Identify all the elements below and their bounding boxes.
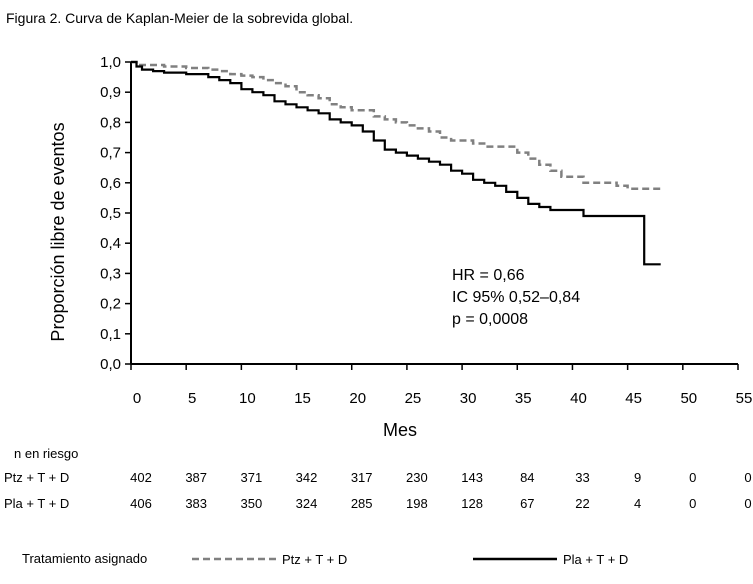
risk-cell: 402 [130, 470, 152, 485]
risk-cell: 0 [744, 496, 752, 511]
y-tick-label: 0,9 [100, 84, 121, 101]
y-tick-label: 0,1 [100, 326, 121, 343]
y-tick-label: 0,3 [100, 265, 121, 282]
risk-cell: 406 [130, 496, 152, 511]
risk-cell: 84 [520, 470, 535, 485]
x-tick-label: 55 [736, 390, 753, 407]
x-tick-label: 30 [460, 390, 477, 407]
x-tick-label: 40 [570, 390, 587, 407]
y-tick-label: 0,7 [100, 145, 121, 162]
risk-row: Pla + T + D 406 383 350 324 285 198 128 67 22 4 0 0 [0, 496, 753, 514]
figure-title: Figura 2. Curva de Kaplan-Meier de la so… [6, 10, 354, 26]
risk-cell: 371 [240, 470, 263, 485]
x-tick-label: 35 [515, 390, 532, 407]
legend-title: Tratamiento asignado [22, 551, 148, 566]
legend: Tratamiento asignado Ptz + T + D Pla + T… [0, 548, 753, 572]
y-tick-label: 0,4 [100, 235, 121, 252]
risk-cell: 0 [689, 496, 697, 511]
series-line-ptz [131, 60, 661, 191]
legend-label-ptz: Ptz + T + D [282, 551, 348, 567]
legend-item-ptz: Ptz + T + D [192, 548, 347, 570]
x-tick-label: 0 [133, 390, 141, 407]
risk-row: Ptz + T + D 402 387 371 342 317 230 143 84 33 9 0 0 [0, 470, 753, 488]
legend-item-pla: Pla + T + D [473, 548, 628, 570]
risk-cell: 342 [295, 470, 318, 485]
risk-row-label: Ptz + T + D [4, 470, 70, 485]
y-tick-label: 0,2 [100, 296, 121, 313]
risk-cell: 4 [633, 496, 642, 511]
x-tick-label: 20 [349, 390, 366, 407]
x-tick-label: 25 [405, 390, 422, 407]
y-axis-title: Proporción libre de eventos [48, 122, 68, 341]
risk-cell: 22 [575, 496, 590, 511]
x-tick-label: 45 [625, 390, 642, 407]
risk-cell: 230 [406, 470, 428, 485]
risk-cell: 143 [461, 470, 483, 485]
x-tick-label: 50 [680, 390, 697, 407]
risk-row-label: Pla + T + D [4, 496, 70, 511]
series-line-pla [131, 60, 661, 266]
y-tick-label: 1,0 [100, 54, 121, 71]
x-tick-label: 15 [294, 390, 311, 407]
risk-table-header: n en riesgo [14, 446, 79, 461]
risk-cell: 33 [575, 470, 590, 485]
risk-cell: 198 [406, 496, 428, 511]
chart-series [131, 60, 661, 266]
y-tick-label: 0,8 [100, 114, 121, 131]
risk-cell: 285 [350, 496, 373, 511]
km-chart: 0,0 0,1 0,2 0,3 0,4 0,5 0,6 0,7 0,8 0,9 1,0 0 5 10 15 2… [48, 54, 752, 440]
risk-cell: 128 [461, 496, 483, 511]
risk-cell: 9 [633, 470, 642, 485]
risk-cell: 0 [689, 470, 697, 485]
y-tick-label: 0,6 [100, 175, 121, 192]
risk-cell: 387 [185, 470, 208, 485]
risk-cell: 324 [295, 496, 318, 511]
legend-label-pla: Pla + T + D [563, 551, 629, 567]
hazard-ratio-text: HR = 0,66 [452, 267, 525, 284]
confidence-interval-text: IC 95% 0,52–0,84 [452, 289, 580, 306]
y-tick-label: 0,0 [100, 356, 121, 373]
x-axis-title: Mes [383, 420, 417, 440]
risk-cell: 0 [744, 470, 752, 485]
risk-cell: 383 [185, 496, 208, 511]
legend-swatch-solid [473, 557, 557, 561]
chart-axes: 0,0 0,1 0,2 0,3 0,4 0,5 0,6 0,7 0,8 0,9 1,0 0 5 10 15 2… [100, 54, 752, 407]
risk-cell: 317 [350, 470, 373, 485]
x-tick-label: 10 [239, 390, 256, 407]
legend-swatch-dashed [192, 557, 276, 561]
y-tick-label: 0,5 [100, 205, 121, 222]
p-value-text: p = 0,0008 [452, 311, 528, 328]
risk-cell: 67 [520, 496, 535, 511]
risk-cell: 350 [240, 496, 263, 511]
x-tick-label: 5 [188, 390, 196, 407]
